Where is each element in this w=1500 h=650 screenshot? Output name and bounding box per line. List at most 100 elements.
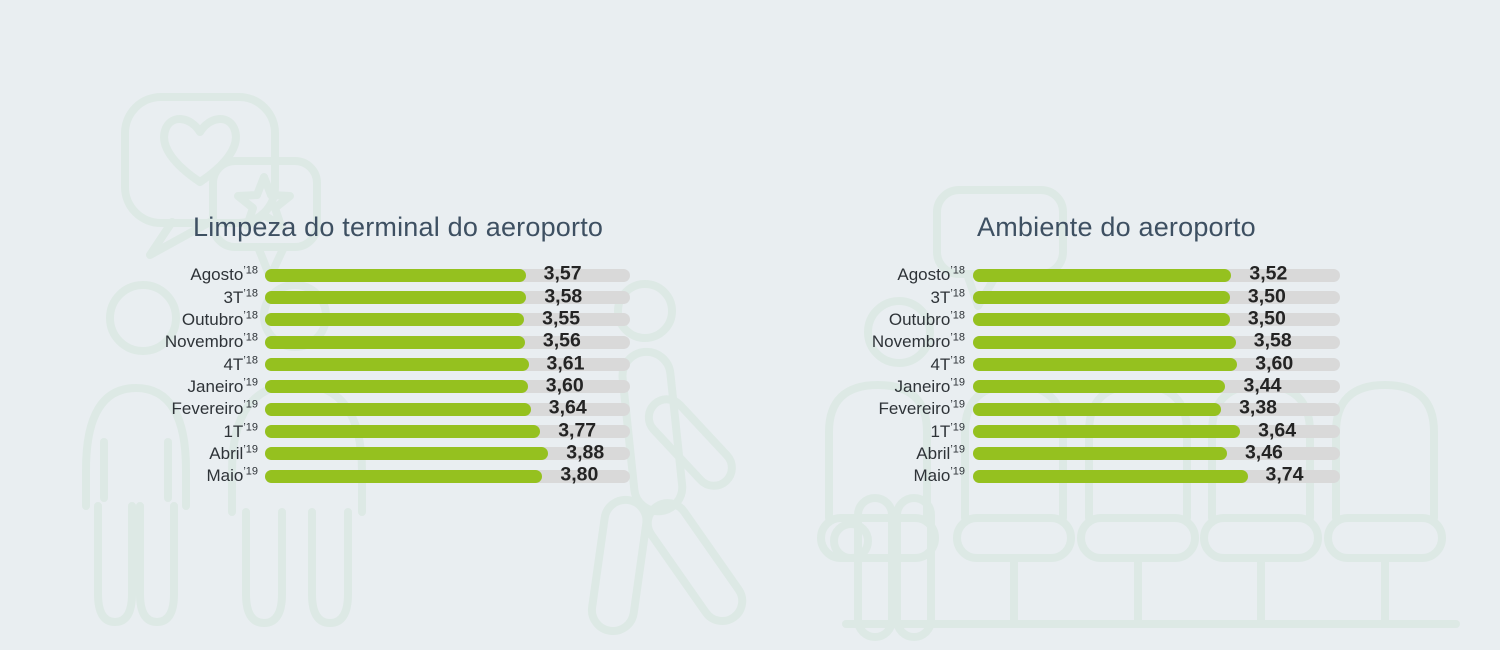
value-label: 3,60	[545, 374, 584, 397]
value-label: 3,56	[542, 329, 581, 352]
year-superscript: ’19	[243, 398, 258, 411]
bar-row: Agosto’18 3,52	[775, 264, 1340, 286]
year-superscript: ’18	[950, 353, 965, 366]
bar-row: 4T’18 3,60	[775, 353, 1340, 375]
bar-track: 3,60	[265, 376, 630, 395]
category-label: 3T’18	[223, 286, 258, 307]
category-label: Fevereiro’19	[171, 398, 259, 419]
bar-row: Abril’19 3,46	[775, 443, 1340, 465]
value-label: 3,55	[542, 307, 581, 330]
bar-track: 3,64	[973, 421, 1340, 440]
year-superscript: ’19	[243, 420, 258, 433]
category-label: Maio’19	[913, 465, 965, 486]
year-superscript: ’19	[243, 376, 258, 389]
bar-fill	[265, 402, 531, 416]
value-label: 3,64	[1258, 419, 1297, 442]
bar-row: Outubro’18 3,55	[60, 309, 630, 331]
bar-fill	[973, 447, 1227, 461]
value-label: 3,58	[1253, 329, 1292, 352]
bar-row: Janeiro’19 3,44	[775, 376, 1340, 398]
category-label: Abril’19	[209, 443, 258, 463]
bar-track: 3,55	[265, 309, 630, 328]
bar-fill	[265, 425, 541, 439]
category-label: Janeiro’19	[187, 376, 258, 396]
bar-fill	[265, 291, 527, 305]
year-superscript: ’18	[950, 286, 965, 299]
bar-row: Abril’19 3,88	[60, 443, 630, 465]
year-superscript: ’19	[950, 465, 965, 478]
category-label: Agosto’18	[897, 264, 965, 285]
bar-track: 3,74	[973, 465, 1340, 484]
bar-fill	[265, 358, 529, 372]
value-label: 3,57	[543, 262, 582, 285]
category-label: Abril’19	[916, 443, 965, 463]
year-superscript: ’19	[950, 443, 965, 456]
bar-fill	[265, 313, 525, 327]
value-label: 3,64	[548, 396, 587, 419]
category-label: Outubro’18	[181, 309, 258, 329]
value-label: 3,50	[1247, 285, 1286, 308]
year-superscript: ’18	[243, 264, 258, 277]
bar-fill	[973, 291, 1230, 305]
bar-track: 3,52	[973, 264, 1340, 283]
bar-track: 3,60	[973, 354, 1340, 373]
category-label: 3T’18	[930, 286, 965, 307]
bar-track: 3,58	[973, 331, 1340, 350]
bar-fill	[265, 268, 526, 282]
bar-row: Outubro’18 3,50	[775, 309, 1340, 331]
value-label: 3,60	[1255, 352, 1294, 375]
bar-row: Novembro’18 3,56	[60, 331, 630, 353]
category-label: Outubro’18	[888, 309, 965, 329]
bar-track: 3,58	[265, 287, 630, 306]
value-label: 3,80	[560, 463, 599, 486]
year-superscript: ’19	[950, 420, 965, 433]
year-superscript: ’19	[950, 376, 965, 389]
value-label: 3,61	[546, 352, 585, 375]
bar-fill	[973, 380, 1226, 394]
bar-row: 3T’18 3,58	[60, 286, 630, 308]
value-label: 3,38	[1239, 396, 1278, 419]
chart-title: Limpeza do terminal do aeroporto	[193, 212, 604, 242]
bar-row: Fevereiro’19 3,38	[775, 398, 1340, 420]
category-label: Janeiro’19	[894, 376, 965, 396]
bar-track: 3,88	[265, 443, 630, 462]
category-label: Maio’19	[206, 465, 258, 486]
bar-row: Janeiro’19 3,60	[60, 376, 630, 398]
chart-ambiente: Agosto’18 3,52 3T’18 3,50 Outubro’18 3,50 Nove…	[775, 264, 1340, 487]
year-superscript: ’18	[950, 309, 965, 322]
bar-fill	[973, 335, 1236, 349]
year-superscript: ’19	[243, 465, 258, 478]
category-label: 1T’19	[930, 420, 965, 441]
value-label: 3,88	[566, 441, 605, 464]
bar-fill	[265, 380, 528, 394]
standing-person-icon	[82, 281, 190, 626]
bar-rows: Agosto’18 3,52 3T’18 3,50 Outubro’18 3,50 Nove…	[775, 264, 1340, 487]
bar-row: 1T’19 3,64	[775, 420, 1340, 442]
year-superscript: ’18	[243, 331, 258, 344]
value-label: 3,74	[1265, 463, 1304, 486]
bar-track: 3,77	[265, 421, 630, 440]
year-superscript: ’19	[243, 443, 258, 456]
category-label: Novembro’18	[164, 331, 258, 352]
bar-row: 3T’18 3,50	[775, 286, 1340, 308]
bar-fill	[973, 358, 1238, 372]
bar-rows: Agosto’18 3,57 3T’18 3,58 Outubro’18 3,55 Nove…	[60, 264, 630, 487]
bar-fill	[973, 402, 1222, 416]
value-label: 3,77	[558, 419, 597, 442]
bar-track: 3,57	[265, 264, 630, 283]
value-label: 3,52	[1249, 262, 1288, 285]
bar-track: 3,64	[265, 398, 630, 417]
value-label: 3,46	[1244, 441, 1283, 464]
chart-limpeza-terminal: Agosto’18 3,57 3T’18 3,58 Outubro’18 3,55 Nove…	[60, 264, 630, 487]
bar-track: 3,56	[265, 331, 630, 350]
bar-row: Maio’19 3,80	[60, 465, 630, 487]
bar-track: 3,44	[973, 376, 1340, 395]
bar-row: Fevereiro’19 3,64	[60, 398, 630, 420]
category-label: 1T’19	[223, 420, 258, 441]
bar-fill	[973, 425, 1241, 439]
bar-fill	[265, 447, 549, 461]
category-label: Fevereiro’19	[878, 398, 966, 419]
year-superscript: ’18	[243, 353, 258, 366]
bar-track: 3,50	[973, 287, 1340, 306]
